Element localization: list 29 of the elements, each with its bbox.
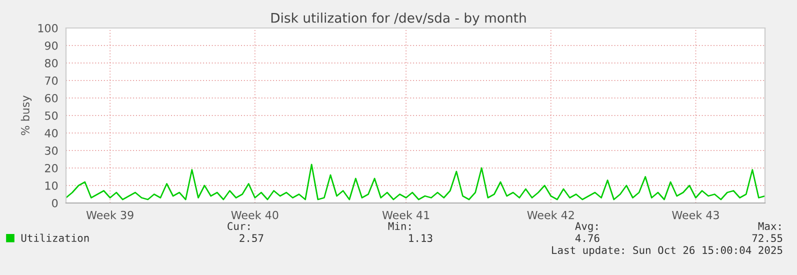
x-tick-label: Week 43 bbox=[672, 210, 719, 220]
text: 1.13 bbox=[409, 234, 432, 242]
y-tick-label: 80 bbox=[44, 58, 58, 68]
y-tick-label: 70 bbox=[45, 76, 58, 85]
text: Max: bbox=[758, 222, 780, 230]
text: 2.57 bbox=[240, 234, 264, 242]
y-tick-label: 100 bbox=[38, 24, 58, 32]
text: Last update: Sun Oct 26 15:00:04 2025 bbox=[552, 246, 782, 256]
text: Cur: bbox=[228, 222, 250, 230]
y-tick-label: 90 bbox=[44, 41, 58, 50]
y-tick-label: 60 bbox=[45, 94, 58, 102]
text: Min: bbox=[388, 222, 410, 230]
y-axis-title: % busy bbox=[20, 96, 32, 136]
text: 72.55 bbox=[752, 234, 782, 242]
y-tick-label: 50 bbox=[45, 111, 58, 120]
line-series bbox=[66, 164, 765, 200]
x-tick-label: Week 41 bbox=[382, 210, 430, 220]
y-tick-label: 30 bbox=[45, 146, 58, 155]
y-tick-label: 20 bbox=[45, 164, 58, 172]
x-tick-label: Week 39 bbox=[86, 210, 134, 220]
y-tick-label: 40 bbox=[44, 128, 58, 138]
text: 4.76 bbox=[575, 234, 600, 242]
x-tick-label: Week 42 bbox=[527, 210, 574, 220]
y-tick-label: 0 bbox=[52, 198, 58, 208]
x-tick-label: Week 40 bbox=[231, 210, 278, 220]
chart-title: Disk utilization for /dev/sda - by month bbox=[271, 12, 526, 26]
y-tick-label: 10 bbox=[45, 181, 58, 190]
legend-label: Utilization bbox=[21, 234, 89, 242]
text: Avg: bbox=[575, 222, 598, 232]
